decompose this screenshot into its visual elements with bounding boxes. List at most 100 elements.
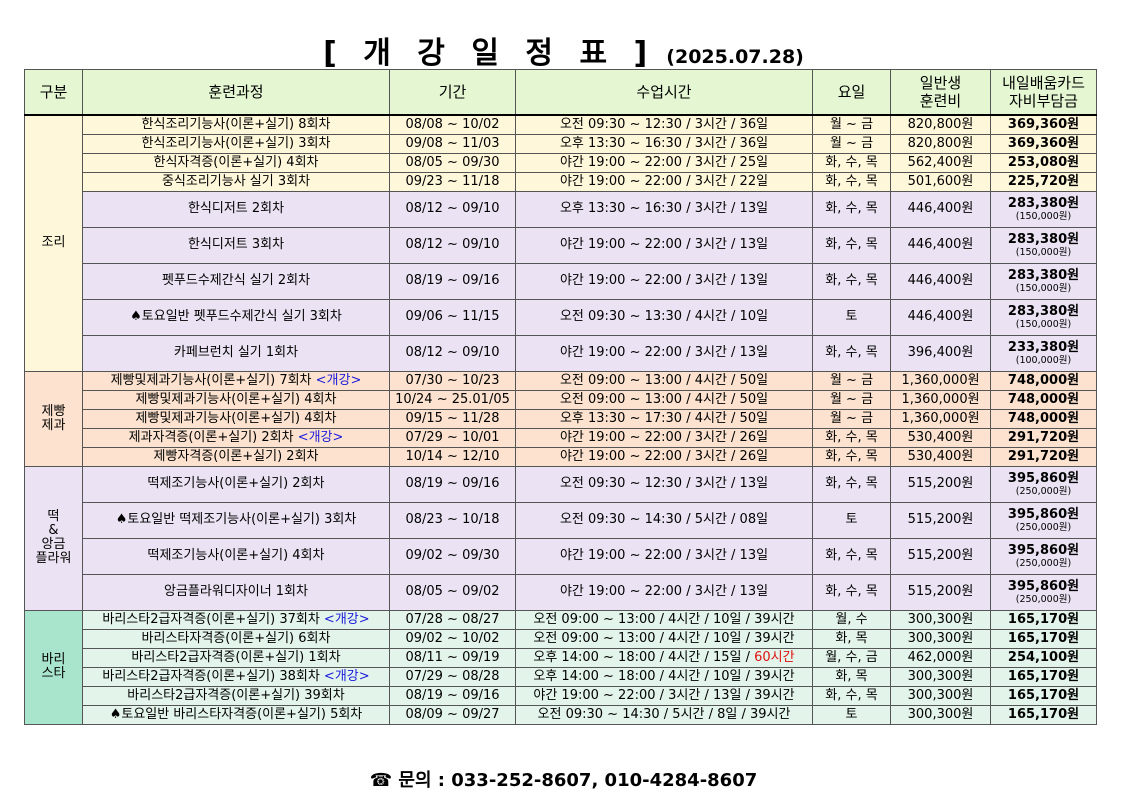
time-cell: 야간 19:00 ~ 22:00 / 3시간 / 26일 <box>515 427 813 448</box>
days-cell: 월, 수 <box>812 609 891 630</box>
days-cell: 월 ~ 금 <box>812 370 891 391</box>
title-date: (2025.07.28) <box>666 46 804 68</box>
course-name: 카페브런치 실기 1회차 <box>173 345 299 360</box>
fee-cell: 1,360,000원 <box>890 370 991 391</box>
support-amount: 748,000원 <box>1007 372 1080 388</box>
fee-cell: 515,200원 <box>890 537 991 575</box>
time-cell: 오후 14:00 ~ 18:00 / 4시간 / 10일 / 39시간 <box>515 666 813 687</box>
course-cell: 카페브런치 실기 1회차 <box>82 334 390 372</box>
support-amount: 165,170원 <box>1007 706 1080 722</box>
period-cell: 08/19 ~ 09/16 <box>389 685 516 706</box>
days-cell: 월 ~ 금 <box>812 133 891 154</box>
period-cell: 07/29 ~ 08/28 <box>389 666 516 687</box>
fee-cell: 462,000원 <box>890 647 991 668</box>
support-note: (100,000원) <box>1015 354 1072 366</box>
time-text: 야간 19:00 ~ 22:00 / 3시간 / 13일 <box>559 345 769 360</box>
contact-info: ☎ 문의 : 033-252-8607, 010-4284-8607 <box>0 766 1127 792</box>
time-cell: 오후 13:30 ~ 17:30 / 4시간 / 50일 <box>515 408 813 429</box>
period-cell: 09/06 ~ 11/15 <box>389 298 516 336</box>
time-cell: 야간 19:00 ~ 22:00 / 3시간 / 22일 <box>515 171 813 192</box>
support-cell: 283,380원 (150,000원) <box>990 226 1097 264</box>
course-cell: 떡제조기능사(이론+실기) 2회차 <box>82 465 390 503</box>
course-cell: 펫푸드수제간식 실기 2회차 <box>82 262 390 300</box>
fee-cell: 446,400원 <box>890 226 991 264</box>
header-support-line1: 내일배움카드 <box>1002 74 1085 92</box>
days-cell: 화, 수, 목 <box>812 152 891 173</box>
period-cell: 09/08 ~ 11/03 <box>389 133 516 154</box>
support-cell: 748,000원 <box>990 389 1097 410</box>
support-amount: 395,860원 <box>1007 542 1080 558</box>
period-cell: 08/12 ~ 09/10 <box>389 190 516 228</box>
header-days: 요일 <box>812 69 891 116</box>
support-amount: 165,170원 <box>1007 668 1080 684</box>
time-cell: 야간 19:00 ~ 22:00 / 3시간 / 13일 / 39시간 <box>515 685 813 706</box>
support-amount: 165,170원 <box>1007 687 1080 703</box>
period-cell: 10/24 ~ 25.01/05 <box>389 389 516 410</box>
support-amount: 283,380원 <box>1007 267 1080 283</box>
fee-cell: 300,300원 <box>890 704 991 725</box>
time-cell: 오전 09:30 ~ 12:30 / 3시간 / 13일 <box>515 465 813 503</box>
fee-cell: 1,360,000원 <box>890 389 991 410</box>
time-text: 오전 09:00 ~ 13:00 / 4시간 / 10일 / 39시간 <box>533 611 795 627</box>
days-cell: 화, 수, 목 <box>812 190 891 228</box>
days-cell: 월 ~ 금 <box>812 389 891 410</box>
course-name: ♠토요일반 바리스타자격증(이론+실기) 5회차 <box>109 706 363 722</box>
support-cell: 165,170원 <box>990 628 1097 649</box>
support-cell: 395,860원 (250,000원) <box>990 465 1097 503</box>
course-name: 바리스타2급자격증(이론+실기) 1회차 <box>131 649 341 665</box>
fee-cell: 300,300원 <box>890 666 991 687</box>
course-cell: 바리스타2급자격증(이론+실기) 1회차 <box>82 647 390 668</box>
support-amount: 283,380원 <box>1007 231 1080 247</box>
time-text: 야간 19:00 ~ 22:00 / 3시간 / 13일 <box>559 237 769 252</box>
support-cell: 165,170원 <box>990 704 1097 725</box>
schedule-row: 바리스타2급자격증(이론+실기) 39회차 08/19 ~ 09/16 야간 19:… <box>24 685 1097 706</box>
course-cell: ♠토요일반 바리스타자격증(이론+실기) 5회차 <box>82 704 390 725</box>
period-cell: 08/05 ~ 09/02 <box>389 573 516 611</box>
fee-cell: 515,200원 <box>890 501 991 539</box>
days-cell: 화, 목 <box>812 628 891 649</box>
support-cell: 283,380원 (150,000원) <box>990 262 1097 300</box>
time-cell: 오전 09:30 ~ 13:30 / 4시간 / 10일 <box>515 298 813 336</box>
time-cell: 야간 19:00 ~ 22:00 / 3시간 / 13일 <box>515 334 813 372</box>
course-cell: 중식조리기능사 실기 3회차 <box>82 171 390 192</box>
schedule-row: 바리스타2급자격증(이론+실기) 1회차 08/11 ~ 09/19 오후 14:0… <box>24 647 1097 668</box>
time-text: 야간 19:00 ~ 22:00 / 3시간 / 26일 <box>559 429 769 445</box>
fee-cell: 530,400원 <box>890 446 991 467</box>
time-text: 야간 19:00 ~ 22:00 / 3시간 / 13일 / 39시간 <box>533 687 795 703</box>
category-label: 떡 <box>47 509 60 524</box>
course-name: 제빵및제과기능사(이론+실기) 4회차 <box>135 391 337 407</box>
course-cell: 제빵및제과기능사(이론+실기) 7회차 <개강> <box>82 370 390 391</box>
time-text: 오전 09:00 ~ 13:00 / 4시간 / 50일 <box>559 391 769 407</box>
fee-cell: 446,400원 <box>890 262 991 300</box>
schedule-row: 펫푸드수제간식 실기 2회차 08/19 ~ 09/16 야간 19:00 ~ 22… <box>24 262 1097 300</box>
schedule-row: 조리 한식조리기능사(이론+실기) 8회차 08/08 ~ 10/02 오전 09:3… <box>24 114 1097 372</box>
schedule-row: 한식자격증(이론+실기) 4회차 08/05 ~ 09/30 야간 19:00 ~ … <box>24 152 1097 173</box>
support-amount: 283,380원 <box>1007 195 1080 211</box>
time-text: 오전 09:30 ~ 14:30 / 5시간 / 8일 / 39시간 <box>537 706 791 722</box>
time-text: 오후 14:00 ~ 18:00 / 4시간 / 10일 / 39시간 <box>533 668 795 684</box>
schedule-row: 앙금플라워디자이너 1회차 08/05 ~ 09/02 야간 19:00 ~ 22:… <box>24 573 1097 611</box>
header-support: 내일배움카드 자비부담금 <box>990 69 1097 116</box>
time-text: 오전 09:30 ~ 12:30 / 3시간 / 36일 <box>559 116 769 132</box>
category-label: 제빵 <box>41 403 66 419</box>
time-text: 오후 13:30 ~ 17:30 / 4시간 / 50일 <box>559 410 769 426</box>
support-note: (250,000원) <box>1015 593 1072 605</box>
time-text: 야간 19:00 ~ 22:00 / 3시간 / 25일 <box>559 154 769 170</box>
time-cell: 오전 09:30 ~ 12:30 / 3시간 / 36일 <box>515 114 813 135</box>
category-label: 플라워 <box>35 551 72 566</box>
header-row: 구분 훈련과정 기간 수업시간 요일 일반생 훈련비 내일배움카드 자비부담금 <box>24 69 1097 116</box>
period-cell: 10/14 ~ 12/10 <box>389 446 516 467</box>
fee-cell: 396,400원 <box>890 334 991 372</box>
course-name: 떡제조기능사(이론+실기) 2회차 <box>147 476 325 491</box>
time-cell: 오전 09:30 ~ 14:30 / 5시간 / 8일 / 39시간 <box>515 704 813 725</box>
days-cell: 화, 수, 목 <box>812 465 891 503</box>
header-fee-line1: 일반생 <box>919 74 962 92</box>
support-cell: 748,000원 <box>990 370 1097 391</box>
support-note: (150,000원) <box>1015 210 1072 222</box>
time-text: 오후 14:00 ~ 18:00 / 4시간 / 15일 / <box>533 649 755 665</box>
time-cell: 야간 19:00 ~ 22:00 / 3시간 / 13일 <box>515 537 813 575</box>
course-cell: 바리스타2급자격증(이론+실기) 39회차 <box>82 685 390 706</box>
days-cell: 화, 수, 목 <box>812 537 891 575</box>
course-name: ♠토요일반 떡제조기능사(이론+실기) 3회차 <box>115 512 357 527</box>
support-cell: 748,000원 <box>990 408 1097 429</box>
